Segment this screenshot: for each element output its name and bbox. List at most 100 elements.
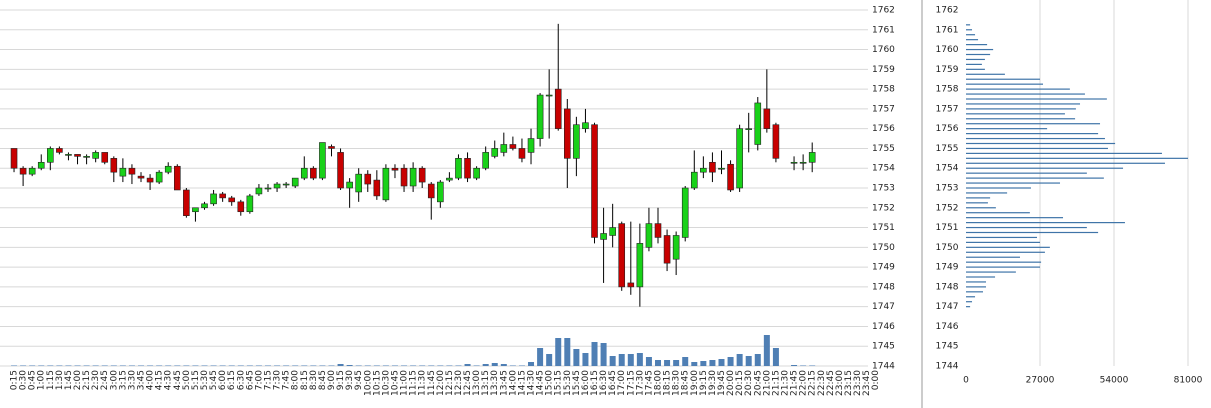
candle-body — [645, 223, 653, 248]
x-tick-label: 21:45 — [790, 370, 800, 396]
volume-bar — [11, 365, 18, 366]
candle-body — [391, 167, 399, 171]
candle-body — [155, 171, 163, 183]
candle-body — [591, 124, 598, 238]
candle-body — [681, 187, 689, 238]
candle-body — [491, 148, 499, 157]
x-tick-label: 21:15 — [771, 370, 781, 396]
volume-bar — [210, 365, 217, 366]
volume-bar — [283, 365, 290, 366]
profile-bar — [966, 29, 973, 31]
y-tick-label: 1754 — [936, 164, 959, 174]
volume-bar — [537, 348, 544, 366]
y-tick-label: 1755 — [936, 144, 959, 154]
candle-body — [554, 88, 562, 129]
volume-bar — [147, 365, 154, 366]
volume-bar — [20, 365, 27, 366]
volume-bar — [645, 357, 652, 366]
profile-bar — [966, 296, 976, 298]
profile-bar — [966, 39, 979, 41]
volume-bar — [165, 365, 172, 366]
candle-body — [28, 167, 36, 175]
candle-body — [718, 167, 725, 170]
candle-body — [772, 124, 780, 159]
profile-bar — [966, 78, 1040, 80]
volume-bar — [518, 365, 525, 366]
candle-body — [400, 167, 408, 187]
profile-bar — [966, 187, 1031, 189]
volume-bar — [573, 349, 580, 366]
volume-bar — [237, 365, 244, 366]
x-tick-label: 7:00 — [254, 370, 264, 390]
profile-bar — [966, 162, 1165, 164]
candle-body — [173, 165, 181, 191]
profile-bar — [966, 192, 1008, 194]
x-tick-label: 0:00 — [871, 370, 881, 390]
volume-bar — [364, 365, 371, 366]
x-tick-label: 1:00 — [37, 370, 47, 390]
candle-body — [745, 128, 753, 130]
profile-bar — [966, 251, 1045, 253]
candle-body — [47, 148, 54, 163]
x-tick-label: 12:00 — [436, 370, 446, 396]
y-tick-label: 1754 — [872, 164, 895, 174]
x-tick-label: 12:30 — [454, 370, 464, 396]
candle-body — [192, 207, 199, 213]
volume-bar — [627, 354, 634, 366]
y-tick-label: 1761 — [936, 25, 959, 35]
volume-bar — [410, 365, 417, 366]
profile-bar — [966, 226, 1087, 229]
volume-bar — [718, 359, 725, 366]
volume-bar — [56, 365, 63, 366]
volume-bar — [564, 338, 571, 366]
candle-body — [65, 154, 72, 156]
x-tick-label: 13:00 — [472, 370, 482, 396]
volume-bar — [83, 365, 90, 366]
candle-body — [219, 193, 226, 199]
profile-bar — [966, 73, 1005, 75]
volume-bar — [138, 365, 145, 366]
candle-body — [146, 177, 154, 183]
profile-bar — [966, 157, 1188, 159]
x-tick-label: 0:30 — [19, 370, 29, 390]
y-tick-label: 1747 — [936, 302, 959, 312]
profile-bar — [966, 98, 1107, 100]
candle-body — [210, 193, 217, 205]
x-tick-label: 1:45 — [64, 370, 74, 390]
x-tick-label: 3:00 — [109, 370, 119, 390]
profile-bar — [966, 48, 994, 51]
y-tick-label: 1746 — [936, 322, 959, 332]
x-tick-label: 1:30 — [55, 370, 65, 390]
profile-bar — [966, 212, 1030, 214]
volume-bar — [119, 365, 126, 366]
x-tick-label: 12:45 — [463, 370, 473, 396]
volume-bar — [736, 354, 743, 366]
x-tick-label: 4:00 — [146, 370, 156, 390]
candle-body — [74, 154, 81, 157]
volume-bar — [101, 365, 108, 366]
profile-bar — [966, 222, 1125, 224]
x-tick-label: 7:45 — [282, 370, 292, 390]
x-tick-label: 16:00 — [581, 370, 591, 396]
x-tick-label: 23:45 — [862, 370, 872, 396]
y-tick-label: 1756 — [936, 124, 959, 134]
x-tick-label: 16:45 — [608, 370, 618, 396]
candle-body — [101, 152, 109, 163]
candle-body — [663, 235, 671, 264]
profile-bar — [966, 24, 971, 26]
x-tick-label: 21:30 — [780, 370, 790, 396]
profile-bar — [966, 271, 1016, 273]
y-tick-label: 1757 — [872, 104, 895, 114]
candle-body — [19, 167, 27, 175]
profile-bar — [966, 182, 1061, 184]
candle-body — [709, 161, 716, 173]
candle-body — [418, 167, 426, 183]
profile-bar — [966, 202, 988, 204]
volume-bar — [292, 365, 299, 366]
volume-bar — [319, 365, 326, 366]
volume-bar — [664, 360, 671, 366]
candle-body — [346, 181, 353, 189]
x-tick-label: 15:30 — [563, 370, 573, 396]
volume-bar — [809, 365, 816, 366]
candle-body — [627, 282, 635, 288]
